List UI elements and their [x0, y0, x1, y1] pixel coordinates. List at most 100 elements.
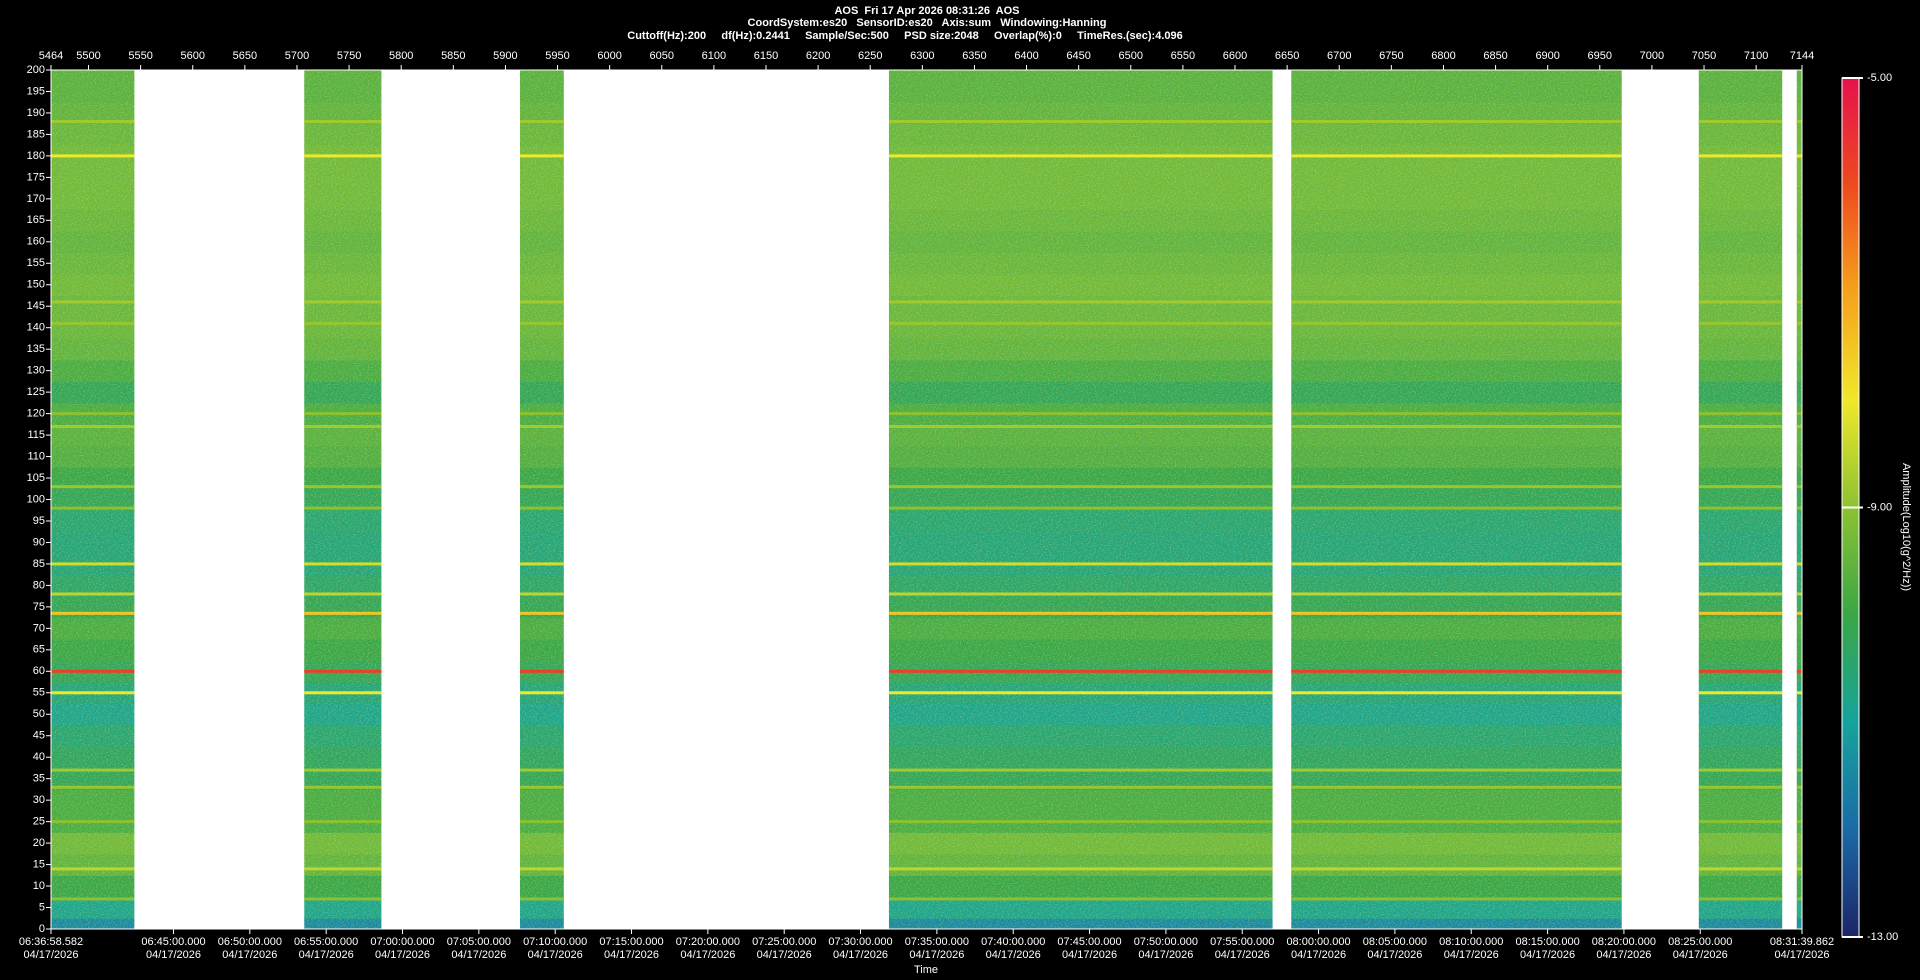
spectral-line — [1796, 768, 1802, 772]
spectral-line — [51, 867, 135, 871]
x-tick-label: 5650 — [233, 50, 257, 62]
spectral-line — [1698, 611, 1783, 615]
x-tick-label: 5500 — [76, 50, 100, 62]
y-tick-label: 190 — [27, 107, 45, 119]
title-line: CoordSystem:es20 SensorID:es20 Axis:sum … — [748, 17, 1107, 29]
spectral-line — [1698, 154, 1783, 158]
data-segment — [1796, 69, 1802, 930]
x-tick-label: 6450 — [1066, 50, 1090, 62]
y-tick-label: 75 — [33, 601, 45, 613]
y-tick-label: 70 — [33, 622, 45, 634]
date-tick-label: 04/17/2026 — [1291, 949, 1346, 961]
texture — [1698, 70, 1783, 929]
x-tick-label: 6850 — [1483, 50, 1507, 62]
spectral-line — [1698, 820, 1783, 824]
title-line: AOS Fri 17 Apr 2026 08:31:26 AOS — [834, 5, 1019, 17]
spectral-line — [888, 592, 1273, 596]
y-tick-label: 180 — [27, 150, 45, 162]
spectral-line — [1291, 321, 1622, 325]
date-tick-label: 04/17/2026 — [222, 949, 277, 961]
date-tick-label: 04/17/2026 — [146, 949, 201, 961]
x-tick-label: 5900 — [493, 50, 517, 62]
y-tick-label: 60 — [33, 665, 45, 677]
time-tick-label: 07:35:00.000 — [905, 936, 969, 948]
spectral-line — [304, 412, 382, 416]
spectral-line — [1698, 412, 1783, 416]
time-tick-label: 07:55:00.000 — [1210, 936, 1274, 948]
data-segment — [520, 69, 564, 930]
spectral-line — [1698, 321, 1783, 325]
spectral-line — [1796, 820, 1802, 824]
time-tick-label: 06:55:00.000 — [294, 936, 358, 948]
spectral-line — [1291, 154, 1622, 158]
y-tick-label: 165 — [27, 214, 45, 226]
spectral-line — [520, 485, 564, 489]
spectral-line — [888, 485, 1273, 489]
y-tick-label: 105 — [27, 472, 45, 484]
x-tick-label: 5800 — [389, 50, 413, 62]
y-tick-label: 175 — [27, 171, 45, 183]
x-tick-label: 6950 — [1588, 50, 1612, 62]
spectral-line — [1698, 562, 1783, 566]
spectral-line — [1698, 897, 1783, 901]
time-tick-label: 06:45:00.000 — [141, 936, 205, 948]
spectral-line — [1291, 592, 1622, 596]
spectral-line — [888, 154, 1273, 158]
colorbar-tick-label: -13.00 — [1867, 931, 1898, 943]
date-tick-label: 04/17/2026 — [528, 949, 583, 961]
spectral-line — [1291, 300, 1622, 304]
spectral-line — [1291, 611, 1622, 615]
time-tick-label: 08:00:00.000 — [1286, 936, 1350, 948]
x-tick-label: 6350 — [962, 50, 986, 62]
spectral-line — [304, 424, 382, 428]
spectral-line — [888, 867, 1273, 871]
x-tick-label: 6600 — [1223, 50, 1247, 62]
spectral-line — [520, 768, 564, 772]
spectral-line — [304, 897, 382, 901]
x-tick-label: 6550 — [1171, 50, 1195, 62]
x-tick-label: 5700 — [285, 50, 309, 62]
y-tick-label: 200 — [27, 64, 45, 76]
spectral-line — [51, 412, 135, 416]
x-tick-label: 6100 — [702, 50, 726, 62]
date-tick-label: 04/17/2026 — [23, 949, 78, 961]
date-tick-label: 04/17/2026 — [1367, 949, 1422, 961]
spectral-line — [1796, 691, 1802, 695]
spectral-line — [304, 691, 382, 695]
spectral-line — [520, 300, 564, 304]
data-segment — [888, 69, 1273, 930]
y-tick-label: 90 — [33, 536, 45, 548]
spectral-line — [1796, 412, 1802, 416]
texture — [304, 70, 382, 929]
colorbar-label: Amplitude(Log10(g^2/Hz)) — [1900, 463, 1912, 591]
x-tick-label: 5750 — [337, 50, 361, 62]
date-tick-label: 04/17/2026 — [299, 949, 354, 961]
title-line: Cuttoff(Hz):200 df(Hz):0.2441 Sample/Sec… — [627, 30, 1183, 42]
time-tick-label: 08:31:39.862 — [1770, 936, 1834, 948]
spectral-line — [1796, 424, 1802, 428]
y-tick-label: 140 — [27, 322, 45, 334]
date-tick-label: 04/17/2026 — [375, 949, 430, 961]
colorbar-tick-label: -9.00 — [1867, 501, 1892, 513]
y-tick-label: 155 — [27, 257, 45, 269]
date-tick-label: 04/17/2026 — [1673, 949, 1728, 961]
spectral-line — [888, 768, 1273, 772]
time-tick-label: 07:30:00.000 — [828, 936, 892, 948]
spectral-line — [888, 120, 1273, 124]
spectral-line — [888, 669, 1273, 673]
time-tick-label: 07:50:00.000 — [1134, 936, 1198, 948]
spectral-line — [304, 300, 382, 304]
spectral-line — [888, 506, 1273, 510]
y-tick-label: 110 — [27, 450, 45, 462]
spectral-line — [520, 691, 564, 695]
date-tick-label: 04/17/2026 — [833, 949, 888, 961]
x-tick-label: 6400 — [1014, 50, 1038, 62]
x-tick-label: 6200 — [806, 50, 830, 62]
y-tick-label: 55 — [33, 687, 45, 699]
texture — [1796, 70, 1802, 929]
x-tick-label: 5950 — [545, 50, 569, 62]
x-tick-label: 7000 — [1640, 50, 1664, 62]
spectral-line — [520, 412, 564, 416]
spectral-line — [520, 506, 564, 510]
x-tick-label: 7144 — [1790, 50, 1814, 62]
